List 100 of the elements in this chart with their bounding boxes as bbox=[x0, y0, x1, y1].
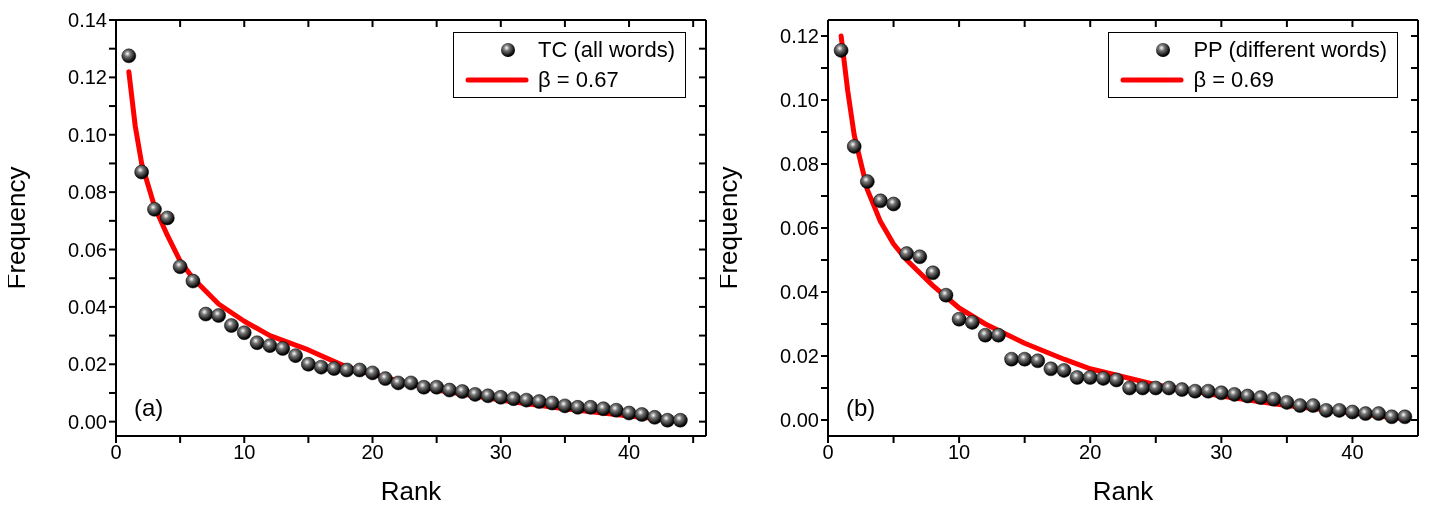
point bbox=[938, 287, 954, 303]
point bbox=[403, 375, 419, 391]
y-tick-label: 0.10 bbox=[68, 123, 107, 146]
point bbox=[532, 394, 547, 409]
point bbox=[442, 382, 457, 398]
annotation: (b) bbox=[846, 394, 876, 422]
point bbox=[1030, 353, 1046, 369]
x-tick-label: 30 bbox=[1210, 441, 1233, 464]
point bbox=[352, 362, 367, 378]
point bbox=[339, 362, 355, 378]
point bbox=[262, 338, 278, 353]
annotation: (a) bbox=[134, 394, 164, 422]
point bbox=[596, 401, 611, 416]
point bbox=[1174, 382, 1190, 397]
point bbox=[1122, 380, 1137, 396]
point bbox=[608, 402, 624, 418]
point bbox=[647, 410, 662, 425]
y-tick-label: 0.06 bbox=[68, 238, 107, 261]
legend-label: PP (different words) bbox=[1193, 36, 1387, 64]
y-tick-label: 0.04 bbox=[780, 281, 819, 304]
point bbox=[390, 375, 406, 391]
point bbox=[416, 379, 432, 395]
point bbox=[1227, 387, 1242, 402]
point bbox=[951, 311, 967, 327]
point bbox=[846, 139, 862, 154]
point bbox=[237, 325, 252, 340]
point bbox=[275, 341, 290, 356]
legend-label: β = 0.69 bbox=[1193, 66, 1274, 94]
point bbox=[1109, 372, 1124, 388]
point bbox=[288, 348, 303, 363]
point bbox=[1266, 391, 1282, 407]
point bbox=[378, 371, 393, 386]
point bbox=[249, 335, 265, 351]
x-tick-label: 40 bbox=[617, 441, 641, 464]
point bbox=[583, 400, 598, 415]
y-axis-title: Frequency bbox=[1, 166, 32, 290]
point bbox=[912, 249, 928, 265]
point bbox=[211, 308, 226, 323]
point bbox=[1056, 363, 1072, 378]
point bbox=[673, 412, 688, 428]
point bbox=[1345, 404, 1360, 420]
y-tick-label: 0.12 bbox=[68, 66, 107, 89]
x-tick-label: 0 bbox=[110, 441, 122, 464]
point bbox=[1214, 385, 1229, 401]
x-tick-label: 30 bbox=[489, 441, 512, 464]
x-tick-label: 0 bbox=[822, 441, 834, 464]
point bbox=[1397, 409, 1413, 425]
y-tick-label: 0.06 bbox=[780, 217, 819, 240]
point bbox=[1332, 403, 1347, 418]
point bbox=[1017, 351, 1032, 367]
y-axis-title: Frequency bbox=[713, 166, 744, 290]
point bbox=[1292, 398, 1308, 413]
x-tick-label: 40 bbox=[1341, 441, 1364, 464]
point bbox=[660, 412, 675, 428]
point bbox=[1305, 398, 1321, 413]
y-tick-label: 0.14 bbox=[68, 9, 107, 32]
point bbox=[313, 359, 329, 375]
point bbox=[480, 388, 496, 404]
y-tick-label: 0.12 bbox=[780, 25, 819, 48]
point bbox=[1069, 370, 1085, 385]
point bbox=[1043, 361, 1059, 377]
point bbox=[570, 400, 585, 415]
point bbox=[1253, 390, 1268, 405]
y-tick-label: 0.08 bbox=[780, 153, 819, 176]
point bbox=[1148, 380, 1164, 396]
y-tick-label: 0.02 bbox=[780, 345, 819, 368]
x-axis-title: Rank bbox=[380, 476, 443, 506]
x-tick-label: 10 bbox=[233, 441, 256, 464]
x-tick-label: 20 bbox=[1079, 441, 1102, 464]
point bbox=[172, 259, 188, 274]
point bbox=[1135, 380, 1150, 396]
point bbox=[493, 390, 509, 405]
y-tick-label: 0.02 bbox=[68, 353, 107, 376]
point bbox=[185, 273, 201, 289]
point bbox=[621, 405, 637, 421]
point bbox=[506, 391, 521, 406]
x-axis-title: Rank bbox=[1092, 476, 1155, 506]
point bbox=[1187, 383, 1203, 399]
point bbox=[1004, 351, 1019, 367]
point bbox=[899, 246, 914, 261]
point bbox=[467, 387, 483, 402]
point bbox=[429, 379, 444, 395]
point bbox=[147, 202, 162, 217]
point bbox=[1318, 403, 1334, 418]
point bbox=[886, 196, 901, 212]
point bbox=[301, 357, 316, 372]
point bbox=[925, 265, 941, 281]
point bbox=[1240, 388, 1255, 404]
x-tick-label: 10 bbox=[947, 441, 971, 464]
y-tick-label: 0.00 bbox=[780, 409, 819, 432]
point bbox=[978, 327, 993, 343]
point bbox=[326, 361, 342, 376]
point bbox=[1384, 409, 1400, 425]
point bbox=[860, 174, 875, 189]
point bbox=[1082, 370, 1098, 385]
y-tick-label: 0.00 bbox=[68, 410, 107, 433]
y-tick-label: 0.04 bbox=[68, 296, 107, 318]
point bbox=[1358, 406, 1373, 421]
point bbox=[991, 327, 1006, 343]
point bbox=[634, 407, 650, 422]
